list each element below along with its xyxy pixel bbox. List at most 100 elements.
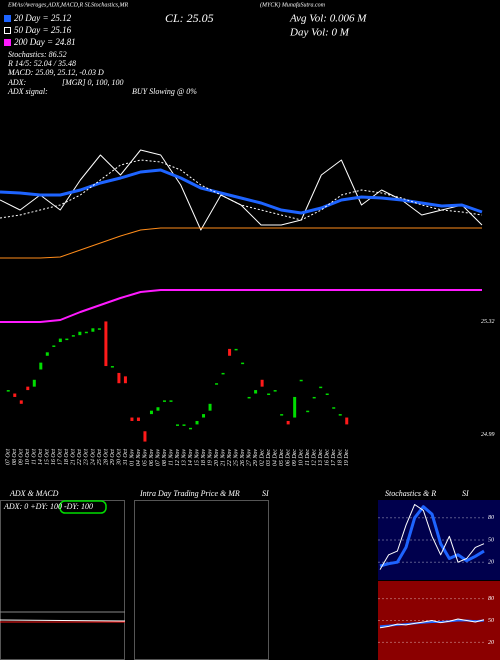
r-value: R 14/5: 52.04 / 35.48 [7, 59, 76, 68]
candle [58, 338, 62, 343]
x-tick-label: 18 Nov [201, 449, 207, 467]
panel-si: SI [262, 489, 269, 498]
x-tick-label: 23 Oct [84, 449, 90, 465]
y-tick-label: 80 [488, 596, 494, 602]
y-tick-label: 80 [488, 515, 494, 521]
series-line [379, 618, 485, 629]
adx-signal: BUY Slowing @ 0% [132, 87, 197, 96]
candle [267, 393, 271, 396]
legend-swatch [4, 39, 11, 46]
legend-swatch [4, 27, 11, 34]
candle [254, 390, 258, 394]
candle [345, 417, 349, 425]
candle [123, 376, 127, 384]
x-tick-label: 09 Oct [19, 449, 25, 465]
candle [182, 424, 186, 426]
x-tick-label: 13 Dec [318, 449, 324, 466]
candle [202, 414, 206, 418]
avg-volume: Avg Vol: 0.006 M [289, 13, 367, 25]
candle [97, 328, 101, 330]
panel-si: SI [462, 489, 469, 498]
candle [215, 383, 219, 385]
candle [130, 417, 134, 421]
candle [189, 427, 193, 430]
legend-swatch [4, 15, 11, 22]
candle [286, 420, 290, 425]
highlight-box [59, 500, 107, 514]
candle [299, 379, 303, 382]
x-tick-label: 14 Oct [37, 449, 44, 465]
y-tick-label: 20 [488, 560, 494, 566]
x-tick-label: 25 Nov [233, 449, 239, 467]
ticker: (MYCK) MunafaSutra.com [260, 1, 326, 8]
x-tick-label: 21 Nov [220, 449, 226, 467]
candle [319, 386, 323, 389]
x-tick-label: 06 Dec [286, 449, 292, 466]
x-tick-label: 18 Oct [64, 449, 70, 465]
candle [136, 417, 140, 421]
x-tick-label: 15 Oct [45, 449, 51, 465]
x-tick-label: 17 Oct [58, 449, 64, 465]
ema20: 20 Day = 25.12 [14, 13, 72, 23]
candle [110, 366, 114, 368]
panel-title: Stochastics & R [385, 489, 436, 498]
candle [143, 431, 147, 442]
macd-line [0, 619, 126, 622]
candle [195, 420, 199, 425]
x-tick-label: 30 Oct [116, 449, 122, 466]
x-tick-label: 04 Dec [272, 449, 279, 466]
candle [280, 414, 284, 416]
x-tick-label: 07 Oct [6, 449, 12, 465]
x-tick-label: 10 Oct [25, 449, 31, 465]
x-tick-label: 02 Dec [259, 449, 265, 466]
candle [19, 400, 23, 404]
candle [293, 396, 297, 418]
y-tick-label: 20 [488, 640, 494, 646]
y-tick-label: 50 [488, 618, 494, 624]
x-tick-label: 12 Nov [175, 449, 181, 467]
candle [228, 348, 232, 356]
x-tick-label: 28 Oct [103, 449, 109, 465]
x-tick-label: 08 Oct [12, 449, 18, 465]
x-tick-label: 24 Oct [89, 449, 96, 465]
x-tick-label: 11 Dec [305, 449, 311, 466]
x-tick-label: 11 Oct [32, 449, 38, 465]
candle [156, 407, 160, 411]
stochastics: Stochastics: 86.52 [8, 50, 67, 59]
adx-signal-label: ADX signal: [7, 87, 48, 96]
x-tick-label: 09 Dec [292, 449, 298, 466]
panel-title: Intra Day Trading Price & MR [139, 489, 240, 498]
day-volume: Day Vol: 0 M [289, 27, 350, 39]
ema200: 200 Day = 24.81 [14, 37, 76, 47]
candle [325, 393, 329, 396]
x-tick-label: 12 Dec [312, 449, 318, 466]
candle [273, 390, 277, 392]
x-tick-label: 31 Oct [123, 449, 129, 466]
candle [78, 331, 82, 336]
adx-label: ADX: [7, 78, 27, 87]
x-tick-label: 05 Dec [279, 449, 285, 466]
x-tick-label: 15 Nov [194, 449, 200, 467]
macd: MACD: 25.09, 25.12, -0.03 D [7, 68, 104, 77]
candle [176, 424, 179, 426]
x-tick-label: 16 Oct [51, 449, 57, 465]
panel-title: ADX & MACD [9, 489, 59, 498]
candle [169, 400, 173, 402]
x-tick-label: 11 Nov [168, 449, 174, 466]
x-tick-label: 10 Dec [299, 449, 305, 466]
x-tick-label: 04 Nov [135, 449, 142, 467]
y-tick-label: 50 [488, 537, 494, 543]
series-line [0, 289, 482, 323]
x-tick-label: 22 Oct [77, 449, 83, 465]
candle [306, 410, 310, 413]
x-tick-label: 16 Dec [325, 449, 331, 466]
adx-text: ADX: 0 +DY: 100 -DY: 100 [3, 502, 93, 511]
x-tick-label: 21 Oct [71, 449, 77, 465]
candle [332, 407, 336, 409]
x-tick-label: 14 Nov [187, 449, 194, 467]
candle [312, 396, 316, 399]
series-line [0, 168, 483, 215]
x-tick-label: 13 Nov [181, 449, 187, 467]
